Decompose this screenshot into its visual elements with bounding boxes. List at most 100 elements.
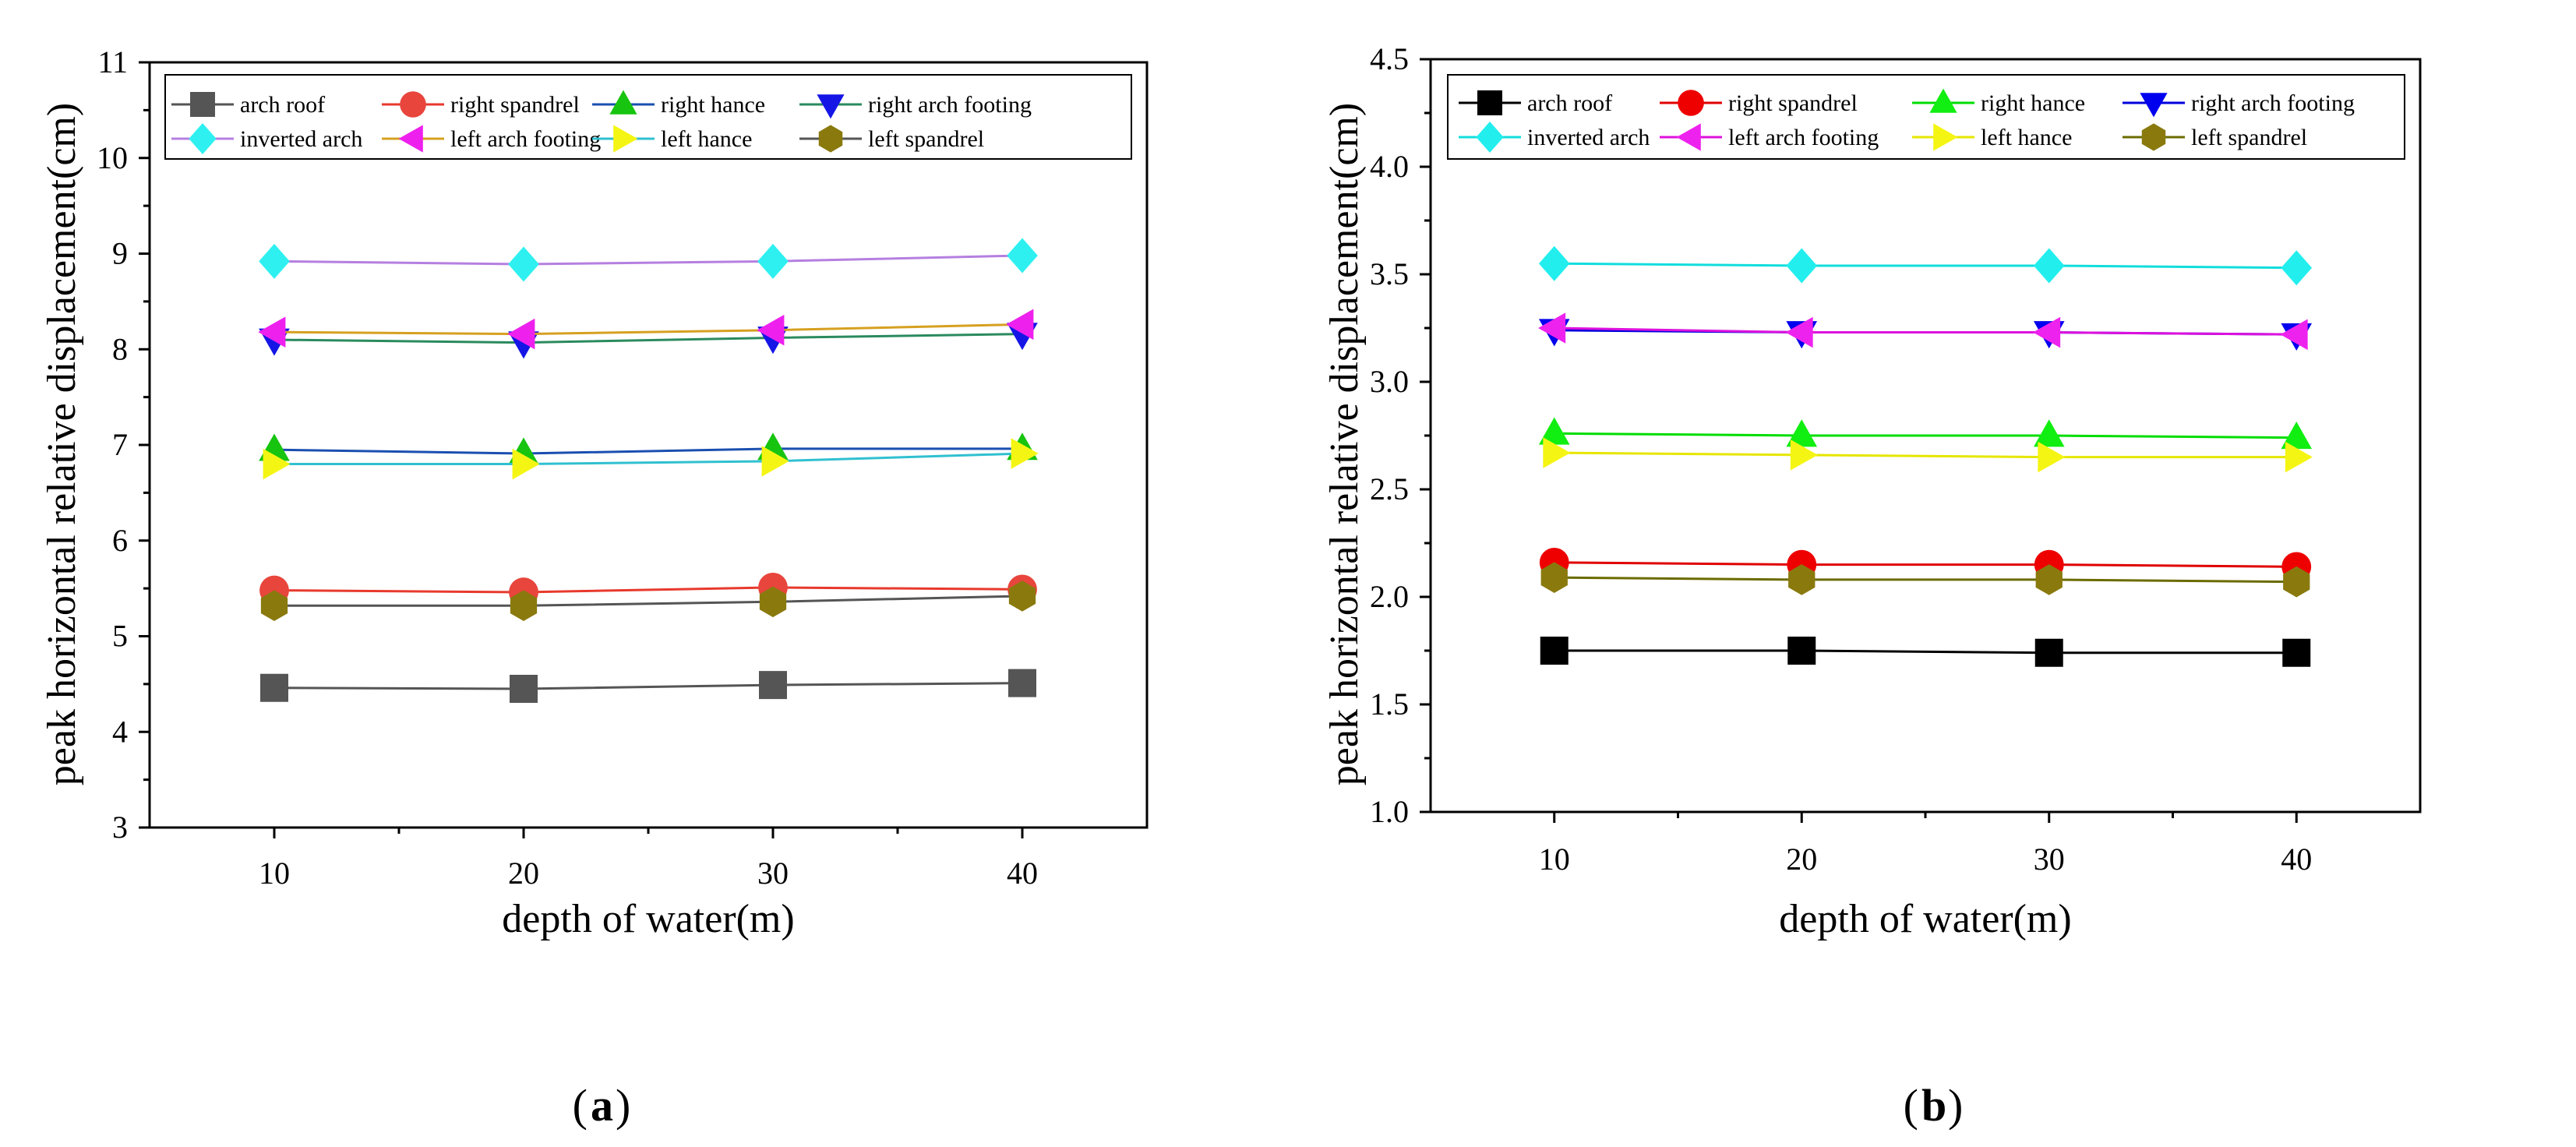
legend-marker — [2141, 123, 2166, 151]
legend-marker — [189, 123, 217, 154]
data-point — [1538, 245, 1570, 281]
y-tick-label: 3.5 — [1370, 256, 1409, 291]
data-point — [263, 448, 291, 480]
data-point — [2033, 316, 2061, 348]
data-point — [510, 590, 538, 622]
series-line — [1554, 576, 2297, 584]
data-point — [1011, 438, 1039, 469]
legend-label: inverted arch — [240, 126, 362, 152]
data-point — [1540, 637, 1569, 665]
legend-box — [164, 74, 1132, 160]
series-left-spandrel — [260, 581, 1036, 622]
series-line — [273, 447, 1022, 455]
legend-marker — [398, 125, 423, 153]
data-point — [2283, 566, 2310, 598]
data-point — [1785, 316, 1813, 348]
series-left-spandrel — [1540, 562, 2310, 598]
legend-item-left-hance: left hance — [592, 125, 752, 153]
data-point — [2033, 248, 2065, 284]
series-right-hance — [259, 432, 1038, 465]
data-point — [2280, 319, 2308, 351]
legend-marker — [1929, 88, 1957, 113]
data-point — [1008, 581, 1036, 612]
data-point — [2285, 441, 2313, 473]
x-tick-label: 30 — [757, 856, 789, 891]
y-tick-label: 8 — [112, 331, 128, 366]
panel-label-b-open-paren: ( — [1904, 1080, 1918, 1131]
x-tick-label: 10 — [1539, 842, 1570, 877]
series-line — [1554, 561, 2297, 568]
y-tick-label: 3.0 — [1370, 364, 1409, 399]
data-point — [759, 671, 787, 700]
series-line — [1554, 262, 2297, 270]
legend-item-right-hance: right hance — [592, 90, 765, 118]
legend-item-left-arch-footing: left arch footing — [1660, 123, 1879, 151]
y-tick-label: 10 — [97, 140, 128, 175]
y-tick-label: 9 — [112, 236, 128, 271]
series-inverted-arch — [1538, 245, 2313, 286]
series-line — [273, 586, 1023, 594]
legend-marker — [609, 90, 637, 115]
data-point — [259, 243, 290, 279]
x-tick-label: 30 — [2034, 842, 2065, 877]
legend-label: left arch footing — [1728, 125, 1879, 150]
panel-label-b-close-paren: ) — [1948, 1080, 1963, 1131]
series-left-hance — [263, 438, 1039, 480]
legend-label: right arch footing — [868, 92, 1032, 118]
series-inverted-arch — [259, 238, 1038, 282]
data-point — [1787, 637, 1816, 665]
y-tick-label: 11 — [97, 44, 128, 79]
data-point — [2034, 638, 2063, 667]
series-line — [273, 682, 1023, 690]
data-point — [757, 314, 785, 346]
legend-marker — [818, 125, 843, 153]
legend-label: inverted arch — [1527, 125, 1650, 150]
data-point — [1538, 312, 1566, 344]
panel-label-a: a — [591, 1080, 613, 1131]
series-right-spandrel — [259, 572, 1037, 607]
series-line — [1554, 649, 2297, 655]
plot-frame — [148, 61, 1149, 829]
series-line — [1554, 326, 2297, 336]
legend-box — [1447, 74, 2405, 160]
panel-label-a-close-paren: ) — [616, 1080, 630, 1131]
legend-label: arch roof — [1527, 90, 1612, 116]
data-point — [260, 590, 288, 622]
data-point — [1786, 419, 1818, 447]
data-point — [2281, 422, 2313, 450]
y-axis-title: peak horizontal relative displacement(cm… — [40, 103, 84, 785]
legend-item-right-spandrel: right spandrel — [382, 91, 580, 118]
series-right-arch-footing — [259, 323, 1038, 359]
data-point — [1538, 417, 1570, 445]
legend-marker — [1477, 90, 1502, 115]
data-point — [1006, 309, 1034, 341]
series-line — [274, 595, 1023, 607]
series-right-hance — [1538, 417, 2313, 450]
x-axis: 10 20 30 40 — [1539, 812, 2312, 877]
data-point — [260, 673, 288, 702]
legend-marker — [400, 91, 426, 118]
data-point — [2035, 564, 2063, 595]
data-point — [1786, 248, 1818, 284]
x-tick-label: 20 — [508, 856, 539, 891]
y-axis: 1.0 1.5 2.0 2.5 3.0 3.5 4.0 4.5 — [1370, 41, 1431, 829]
legend-label: arch roof — [240, 92, 325, 118]
legend-label: left spandrel — [2191, 125, 2307, 150]
legend-item-inverted-arch: inverted arch — [1459, 122, 1650, 153]
series-line — [1554, 432, 2297, 439]
y-tick-label: 4 — [112, 714, 128, 749]
legend-label: right hance — [661, 92, 765, 118]
legend-marker — [190, 92, 215, 117]
legend-item-left-spandrel: left spandrel — [799, 125, 984, 153]
legend-label: left spandrel — [868, 126, 984, 152]
series-line — [1554, 451, 2297, 459]
panel-label-b: b — [1921, 1080, 1946, 1131]
x-tick-label: 10 — [259, 856, 290, 891]
y-tick-label: 5 — [112, 619, 128, 654]
y-tick-label: 1.0 — [1370, 794, 1409, 829]
data-point — [2033, 419, 2065, 447]
legend: arch roof right spandrel right hance right … — [164, 74, 1132, 160]
legend-label: right spandrel — [1728, 90, 1858, 116]
x-axis-title: depth of water(m) — [1779, 897, 2071, 941]
